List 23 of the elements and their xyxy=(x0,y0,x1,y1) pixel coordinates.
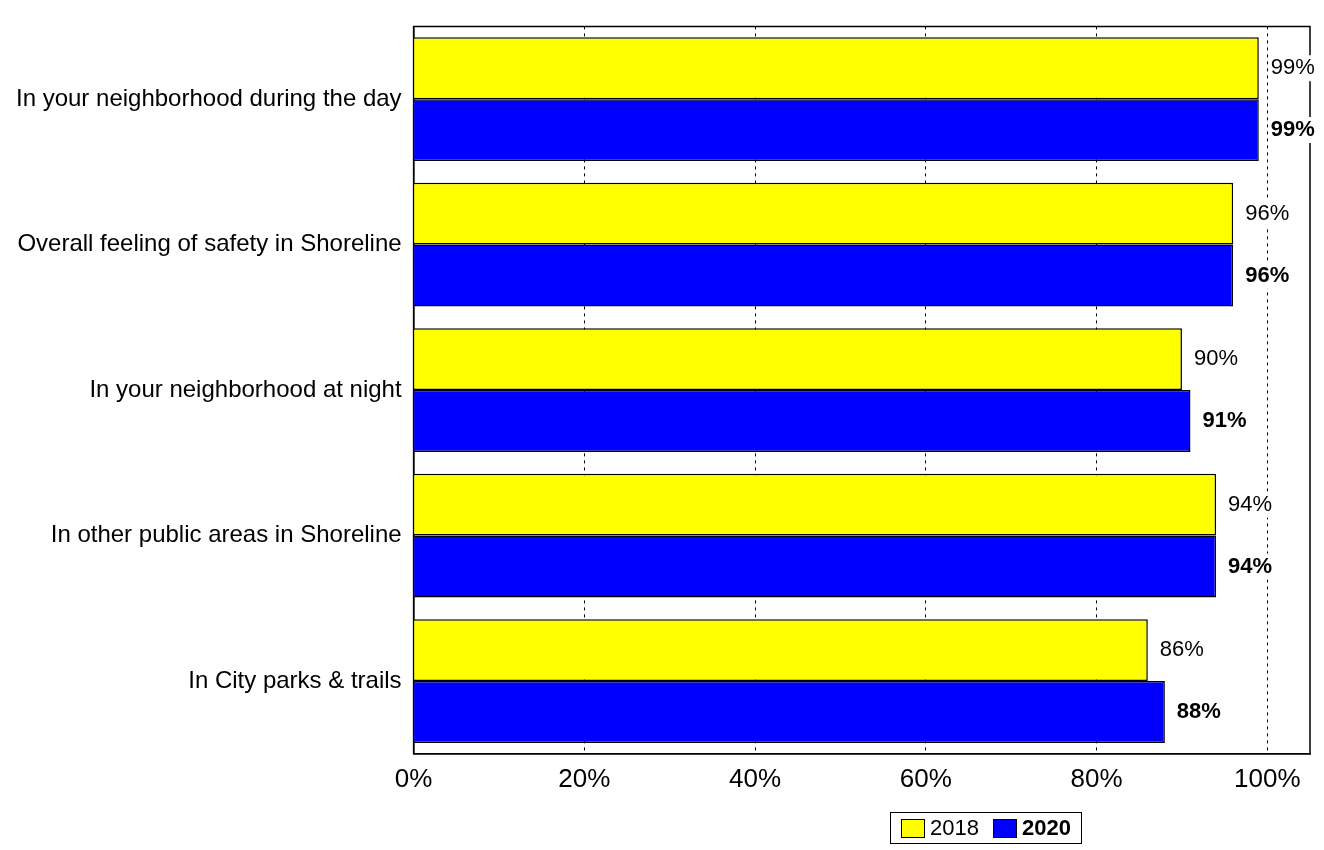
y-tick-label: In other public areas in Shoreline xyxy=(50,520,402,548)
x-tick-label: 0% xyxy=(394,762,433,793)
data-label: 90% xyxy=(1193,345,1238,371)
data-label: 96% xyxy=(1245,261,1290,287)
x-tick-label: 40% xyxy=(729,762,782,793)
y-tick-label: Overall feeling of safety in Shoreline xyxy=(17,229,402,257)
data-label: 94% xyxy=(1228,490,1273,516)
data-label: 94% xyxy=(1228,552,1273,578)
y-tick-label: In your neighborhood at night xyxy=(89,374,402,402)
data-label: 96% xyxy=(1245,199,1290,225)
y-tick-label: In City parks & trails xyxy=(188,665,402,693)
data-label: 99% xyxy=(1270,116,1315,142)
x-tick-label: 80% xyxy=(1070,762,1123,793)
legend-label: 2018 xyxy=(930,815,979,841)
y-tick-label: In your neighborhood during the day xyxy=(15,83,402,111)
data-label: 86% xyxy=(1159,636,1204,662)
x-tick-label: 20% xyxy=(558,762,611,793)
data-label: 91% xyxy=(1202,407,1247,433)
x-tick-label: 60% xyxy=(899,762,952,793)
legend-label: 2020 xyxy=(1021,815,1071,841)
data-label: 99% xyxy=(1270,54,1315,80)
data-label: 88% xyxy=(1176,698,1221,724)
x-tick-label: 100% xyxy=(1234,762,1301,793)
